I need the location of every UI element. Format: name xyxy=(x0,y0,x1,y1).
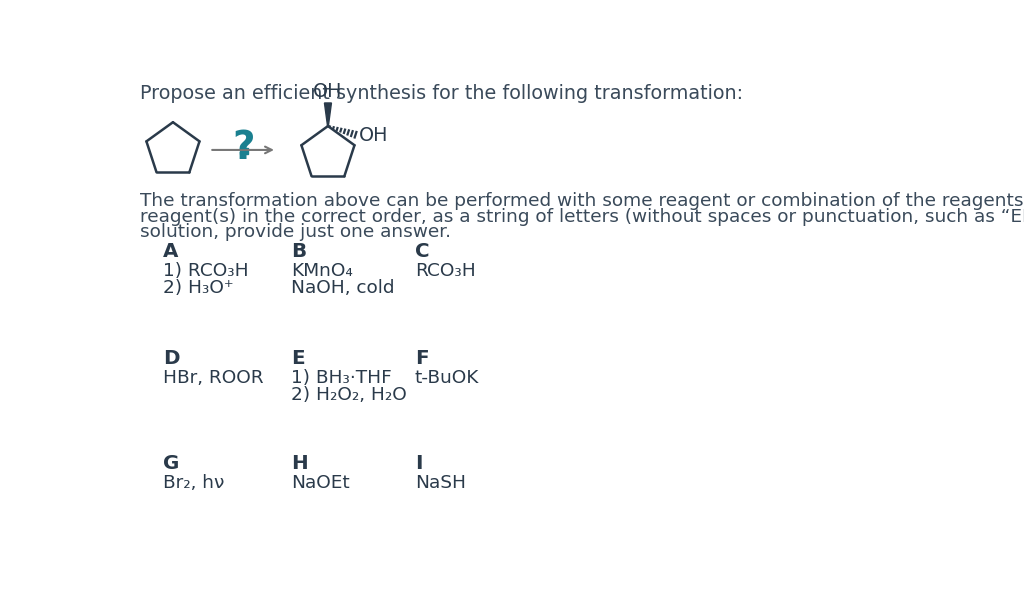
Text: RCO₃H: RCO₃H xyxy=(415,262,475,280)
Text: F: F xyxy=(415,349,428,368)
Bar xyxy=(240,148,248,154)
Text: The transformation above can be performed with some reagent or combination of th: The transformation above can be performe… xyxy=(139,192,1024,210)
Text: OH: OH xyxy=(313,82,343,101)
Text: NaSH: NaSH xyxy=(415,474,466,492)
Text: H: H xyxy=(291,454,307,473)
Text: A: A xyxy=(163,242,178,261)
Text: OH: OH xyxy=(359,126,388,145)
Polygon shape xyxy=(325,103,332,126)
Text: C: C xyxy=(415,242,429,261)
Text: 2) H₂O₂, H₂O: 2) H₂O₂, H₂O xyxy=(291,386,407,403)
Text: Propose an efficient synthesis for the following transformation:: Propose an efficient synthesis for the f… xyxy=(139,84,742,103)
Text: G: G xyxy=(163,454,179,473)
Text: HBr, ROOR: HBr, ROOR xyxy=(163,369,263,387)
Text: E: E xyxy=(291,349,304,368)
Text: t-BuOK: t-BuOK xyxy=(415,369,479,387)
Text: solution, provide just one answer.: solution, provide just one answer. xyxy=(139,223,451,241)
Text: B: B xyxy=(291,242,306,261)
Text: 1) RCO₃H: 1) RCO₃H xyxy=(163,262,249,280)
Text: KMnO₄: KMnO₄ xyxy=(291,262,352,280)
Text: Br₂, hν: Br₂, hν xyxy=(163,474,224,492)
Text: I: I xyxy=(415,454,422,473)
Text: 2) H₃O⁺: 2) H₃O⁺ xyxy=(163,279,233,298)
Text: ?: ? xyxy=(232,129,255,167)
Text: D: D xyxy=(163,349,179,368)
Text: NaOH, cold: NaOH, cold xyxy=(291,279,394,298)
Text: reagent(s) in the correct order, as a string of letters (without spaces or punct: reagent(s) in the correct order, as a st… xyxy=(139,208,1024,226)
Text: 1) BH₃·THF: 1) BH₃·THF xyxy=(291,369,391,387)
Text: NaOEt: NaOEt xyxy=(291,474,349,492)
